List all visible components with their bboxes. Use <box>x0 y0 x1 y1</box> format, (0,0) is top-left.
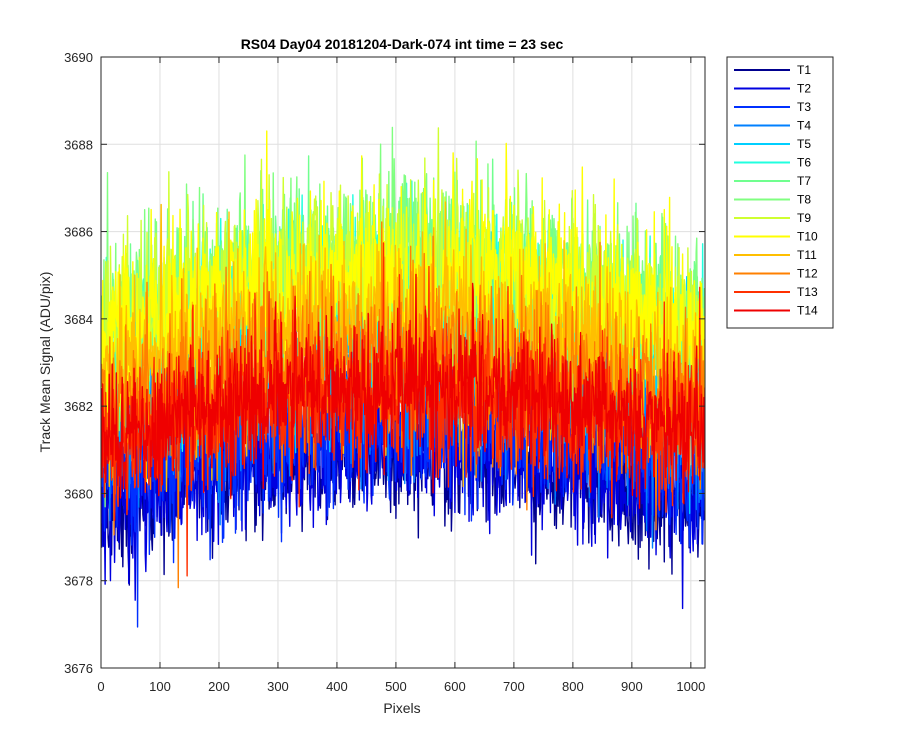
y-tick-label-2: 3680 <box>64 486 93 501</box>
legend-label-T8: T8 <box>797 193 811 207</box>
x-axis-label: Pixels <box>383 700 420 716</box>
legend-label-T1: T1 <box>797 63 811 77</box>
legend-label-T3: T3 <box>797 100 811 114</box>
x-tick-label-1: 100 <box>149 679 171 694</box>
x-tick-label-9: 900 <box>621 679 643 694</box>
x-tick-label-4: 400 <box>326 679 348 694</box>
chart-title: RS04 Day04 20181204-Dark-074 int time = … <box>241 36 564 52</box>
x-tick-label-3: 300 <box>267 679 289 694</box>
legend-label-T14: T14 <box>797 304 818 318</box>
axes-box <box>100 56 706 669</box>
legend: T1 T2 T3 T4 T5 T6 T7 T8 T9 T10 T11 T12 T13 T14 <box>726 56 834 329</box>
x-tick-label-7: 700 <box>503 679 525 694</box>
plot-area: 0 100 200 300 400 500 600 700 800 900 1000 3676 3678… <box>64 50 706 694</box>
x-tick-label-10: 1000 <box>676 679 705 694</box>
legend-label-T7: T7 <box>797 174 811 188</box>
y-tick-label-6: 3688 <box>64 137 93 152</box>
y-tick-label-0: 3676 <box>64 661 93 676</box>
y-axis-label: Track Mean Signal (ADU/pix) <box>37 272 53 453</box>
legend-label-T10: T10 <box>797 230 818 244</box>
series-lines <box>101 126 705 628</box>
x-tick-label-0: 0 <box>97 679 104 694</box>
y-tick-label-1: 3678 <box>64 574 93 589</box>
x-tick-label-8: 800 <box>562 679 584 694</box>
y-tick-label-7: 3690 <box>64 50 93 65</box>
legend-label-T2: T2 <box>797 82 811 96</box>
x-tick-label-2: 200 <box>208 679 230 694</box>
legend-label-T5: T5 <box>797 137 811 151</box>
legend-label-T9: T9 <box>797 211 811 225</box>
x-tick-label-6: 600 <box>444 679 466 694</box>
legend-box <box>726 56 834 329</box>
x-tick-label-5: 500 <box>385 679 407 694</box>
legend-label-T13: T13 <box>797 285 818 299</box>
y-tick-label-4: 3684 <box>64 312 93 327</box>
legend-label-T6: T6 <box>797 156 811 170</box>
legend-label-T11: T11 <box>797 248 817 262</box>
legend-label-T4: T4 <box>797 119 811 133</box>
legend-label-T12: T12 <box>797 267 818 281</box>
y-tick-label-5: 3686 <box>64 225 93 240</box>
y-tick-label-3: 3682 <box>64 399 93 414</box>
series-line-T14 <box>101 273 705 509</box>
